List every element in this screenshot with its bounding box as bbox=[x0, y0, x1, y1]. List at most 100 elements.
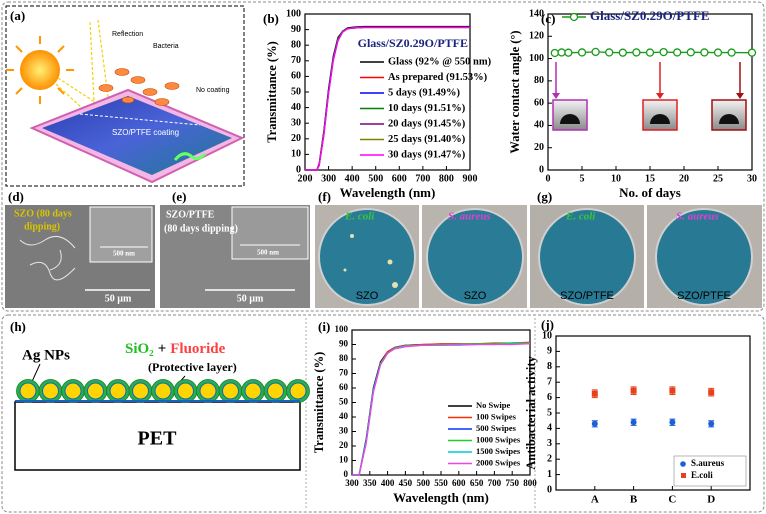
data-point bbox=[591, 390, 598, 397]
x-tick-label: B bbox=[630, 494, 638, 506]
legend-marker bbox=[681, 473, 686, 478]
data-point bbox=[747, 48, 757, 57]
x-tick-label: 500 bbox=[416, 478, 430, 488]
panel-label: (h) bbox=[10, 319, 26, 334]
data-line bbox=[305, 26, 470, 171]
caption: SZO (80 days bbox=[14, 208, 72, 219]
legend-label: Glass/SZ0.29O/PTFE bbox=[590, 8, 710, 23]
screen-art bbox=[173, 152, 207, 161]
y-tick-label: 20 bbox=[339, 440, 349, 450]
dish-label: E. coli bbox=[344, 211, 375, 223]
x-tick-label: 700 bbox=[488, 478, 502, 488]
x-tick-label: 400 bbox=[345, 173, 360, 184]
legend-label: 1500 Swipes bbox=[476, 446, 521, 456]
panel-label: (j) bbox=[541, 317, 554, 332]
legend-box bbox=[673, 455, 747, 487]
y-tick-label: 10 bbox=[542, 330, 552, 341]
y-tick-label: 9 bbox=[547, 346, 552, 357]
x-tick-label: 300 bbox=[321, 173, 336, 184]
data-point bbox=[618, 48, 627, 57]
x-tick-label: A bbox=[591, 494, 599, 506]
y-tick-label: 20 bbox=[534, 142, 544, 153]
legend-title: Glass/SZ0.29O/PTFE bbox=[358, 36, 468, 50]
data-point bbox=[727, 48, 736, 57]
scale-label: 50 µm bbox=[237, 293, 264, 304]
x-tick-label: 20 bbox=[679, 173, 689, 184]
particle-core bbox=[42, 382, 59, 400]
particle-core bbox=[109, 382, 127, 400]
y-tick-label: 0 bbox=[539, 164, 544, 175]
data-point bbox=[577, 48, 587, 57]
particle-core bbox=[154, 382, 172, 400]
data-point bbox=[632, 48, 641, 57]
legend-label: 1000 Swipes bbox=[476, 434, 521, 444]
y-tick-label: 90 bbox=[291, 24, 301, 35]
x-tick-label: 600 bbox=[392, 173, 407, 184]
particle-core bbox=[199, 382, 217, 400]
y-tick-label: 100 bbox=[335, 324, 349, 334]
annotation: Ag NPs bbox=[22, 347, 70, 363]
legend-label: 100 Swipes bbox=[476, 411, 517, 421]
y-tick-label: 0 bbox=[296, 164, 301, 175]
coating-boundary bbox=[79, 113, 201, 126]
y-tick-label: 30 bbox=[291, 117, 301, 128]
panel-frame bbox=[5, 5, 245, 187]
y-tick-label: 50 bbox=[291, 86, 301, 97]
caption: SZO/PTFE bbox=[166, 209, 215, 220]
scale-label: 500 nm bbox=[113, 250, 135, 258]
colonies bbox=[343, 234, 398, 288]
legend-label: 500 Swipes bbox=[476, 423, 517, 433]
y-tick-label: 30 bbox=[339, 426, 349, 436]
panel-h: (h) Ag NPs SiO₂ + Fluoride (Protective lay… bbox=[10, 319, 310, 471]
dish-label: SZO/PTFE bbox=[677, 290, 731, 302]
x-axis-title: No. of days bbox=[619, 185, 681, 200]
petri-dish bbox=[538, 208, 636, 306]
annotation: SZO/PTFE coating bbox=[112, 128, 179, 137]
panel-f: (f) E. coli S. aureus SZO SZO bbox=[315, 189, 527, 308]
legend-label: E.coli bbox=[691, 470, 713, 480]
y-tick-label: 50 bbox=[339, 397, 349, 407]
substrate bbox=[14, 401, 301, 471]
particle-core bbox=[267, 382, 284, 400]
x-tick-label: 400 bbox=[381, 478, 395, 488]
legend-label: 2000 Swipes bbox=[476, 457, 521, 467]
data-point bbox=[673, 48, 682, 57]
annotation: Bacteria bbox=[153, 43, 179, 50]
data-point bbox=[591, 420, 598, 427]
y-tick-label: 80 bbox=[339, 353, 349, 363]
panel-label: (i) bbox=[318, 319, 330, 334]
y-axis-title: Transmittance (%) bbox=[265, 41, 279, 142]
sem-inset bbox=[89, 206, 153, 263]
particle-core bbox=[177, 382, 194, 400]
sun-rays bbox=[6, 36, 74, 104]
sem-inset bbox=[231, 206, 309, 260]
data-point bbox=[564, 48, 573, 57]
data-point bbox=[630, 387, 637, 394]
dish-label: SZO/PTFE bbox=[560, 290, 614, 302]
x-tick-label: 800 bbox=[523, 478, 537, 488]
y-tick-label: 8 bbox=[547, 361, 552, 372]
legend-marker bbox=[569, 12, 579, 22]
sun bbox=[20, 50, 60, 90]
y-tick-label: 70 bbox=[291, 55, 301, 66]
y-tick-label: 1 bbox=[547, 469, 552, 480]
legend-label: S.aureus bbox=[691, 458, 725, 468]
petri-dish bbox=[426, 208, 524, 306]
x-tick-label: 750 bbox=[505, 478, 519, 488]
y-tick-label: 4 bbox=[547, 423, 552, 434]
x-tick-label: 350 bbox=[363, 478, 377, 488]
x-tick-label: 5 bbox=[580, 173, 585, 184]
x-tick-label: 450 bbox=[399, 478, 413, 488]
x-tick-label: C bbox=[668, 494, 676, 506]
x-axis-title: Wavelength (nm) bbox=[340, 185, 436, 200]
dish-label: E. coli bbox=[565, 211, 596, 223]
dish-label: S. aureus bbox=[448, 211, 491, 223]
y-tick-label: 80 bbox=[534, 75, 544, 86]
petri-dish bbox=[655, 208, 753, 306]
legend-label: Glass (92% @ 550 nm) bbox=[388, 56, 492, 67]
x-tick-label: 800 bbox=[439, 173, 454, 184]
x-tick-label: 10 bbox=[611, 173, 621, 184]
annotation: (Protective layer) bbox=[148, 360, 237, 374]
panel-label: (e) bbox=[172, 189, 186, 204]
